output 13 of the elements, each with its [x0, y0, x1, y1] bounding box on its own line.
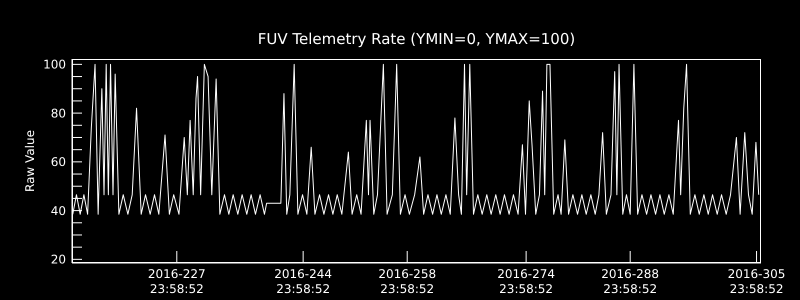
chart-title: FUV Telemetry Rate (YMIN=0, YMAX=100) [256, 30, 576, 48]
x-tick-label: 2016-258 23:58:52 [378, 267, 436, 296]
x-tick-label: 2016-305 23:58:52 [728, 267, 786, 296]
y-tick-label: 40 [50, 204, 66, 218]
x-tick-label: 2016-244 23:58:52 [274, 267, 332, 296]
y-tick-label: 20 [50, 252, 66, 267]
y-tick-label: 60 [50, 155, 66, 170]
x-tick-label: 2016-274 23:58:52 [497, 267, 556, 296]
x-tick-label: 2016-288 23:58:52 [601, 267, 660, 296]
y-axis-title: Raw Value [23, 130, 37, 192]
y-tick-label: 100 [43, 58, 66, 72]
y-tick-label: 80 [50, 106, 66, 120]
x-tick-label: 2016-227 23:58:52 [148, 267, 206, 296]
